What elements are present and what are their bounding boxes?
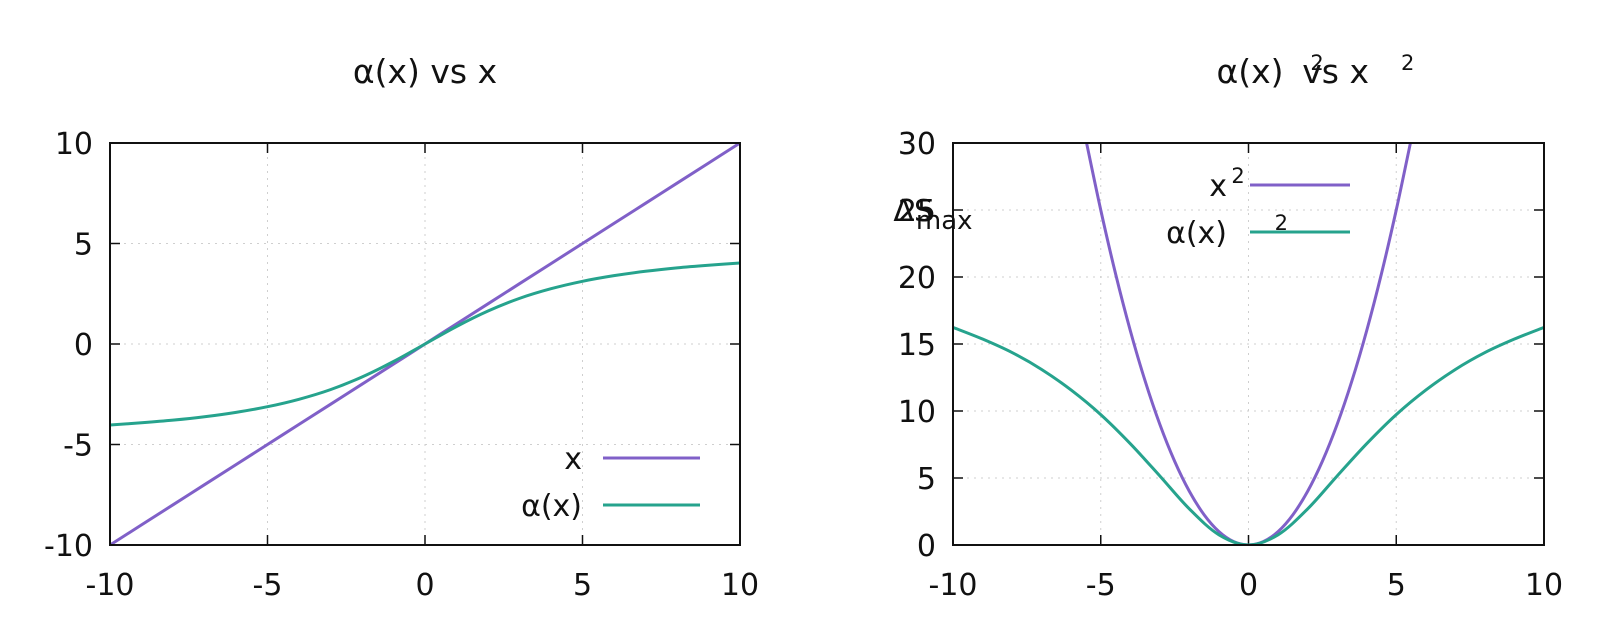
y-tick-label: -5	[63, 429, 93, 464]
x-tick-label: 5	[573, 568, 592, 603]
x-tick-label: 0	[1239, 568, 1258, 603]
y-tick-label: 30	[898, 127, 936, 162]
text-segment: x	[1209, 169, 1227, 204]
chart-left-y-tick-labels: -10 -5 0 5 10	[44, 127, 93, 564]
text-segment: α(x)	[1216, 52, 1283, 91]
y-tick-label: 0	[74, 328, 93, 363]
y-label-main: ΔS	[893, 194, 933, 229]
chart-right-x-tick-labels: -10 -5 0 5 10	[929, 568, 1564, 603]
chart-right-plot-area	[953, 143, 1544, 545]
chart-left-frame	[109, 142, 741, 546]
chart-left-legend-label-x: x	[564, 442, 582, 477]
y-tick-label: 15	[898, 328, 936, 363]
y-tick-label: 10	[898, 395, 936, 430]
x-tick-label: -10	[929, 568, 978, 603]
text-segment: vs x	[1292, 52, 1369, 91]
series-line-b	[953, 325, 1544, 545]
x-tick-label: 10	[721, 568, 759, 603]
chart-right-frame	[952, 142, 1545, 546]
x-tick-label: 10	[1525, 568, 1563, 603]
y-tick-label: 20	[898, 261, 936, 296]
y-tick-label: 0	[917, 529, 936, 564]
superscript-2: 2	[1310, 51, 1323, 75]
series-line-a	[1085, 143, 1412, 545]
text-segment: α(x)	[1166, 216, 1227, 251]
chart-right-legend-label-alpha2: α(x) 2	[1166, 211, 1288, 251]
chart-right-y-axis-label: ΔSmax	[893, 194, 972, 236]
x-tick-label: -5	[1086, 568, 1116, 603]
y-tick-label: 5	[74, 228, 93, 263]
series-line-b	[110, 261, 740, 427]
chart-left: α(x) vs x -10 -5 0 5 10 -10 -5 0 5 10 x α(x)	[44, 52, 759, 603]
y-tick-label: -10	[44, 529, 93, 564]
y-label-subscript: max	[916, 206, 973, 236]
chart-left-legend: x α(x)	[521, 442, 700, 524]
x-tick-label: 0	[415, 568, 434, 603]
y-tick-label: 10	[55, 127, 93, 162]
y-tick-label: 25	[898, 194, 936, 229]
chart-left-legend-label-alpha: α(x)	[521, 489, 582, 524]
superscript-2: 2	[1231, 164, 1244, 188]
chart-left-plot-area	[110, 143, 740, 545]
x-tick-label: -5	[253, 568, 283, 603]
y-tick-label: 5	[917, 462, 936, 497]
superscript-2: 2	[1275, 211, 1288, 235]
x-tick-label: -10	[86, 568, 135, 603]
superscript-2: 2	[1401, 51, 1414, 75]
chart-right-grid	[953, 143, 1544, 545]
chart-left-x-tick-labels: -10 -5 0 5 10	[86, 568, 760, 603]
chart-left-title: α(x) vs x	[353, 52, 497, 91]
x-tick-label: 5	[1387, 568, 1406, 603]
chart-right-y-tick-labels: 0 5 10 15 20 25 30	[898, 127, 936, 564]
